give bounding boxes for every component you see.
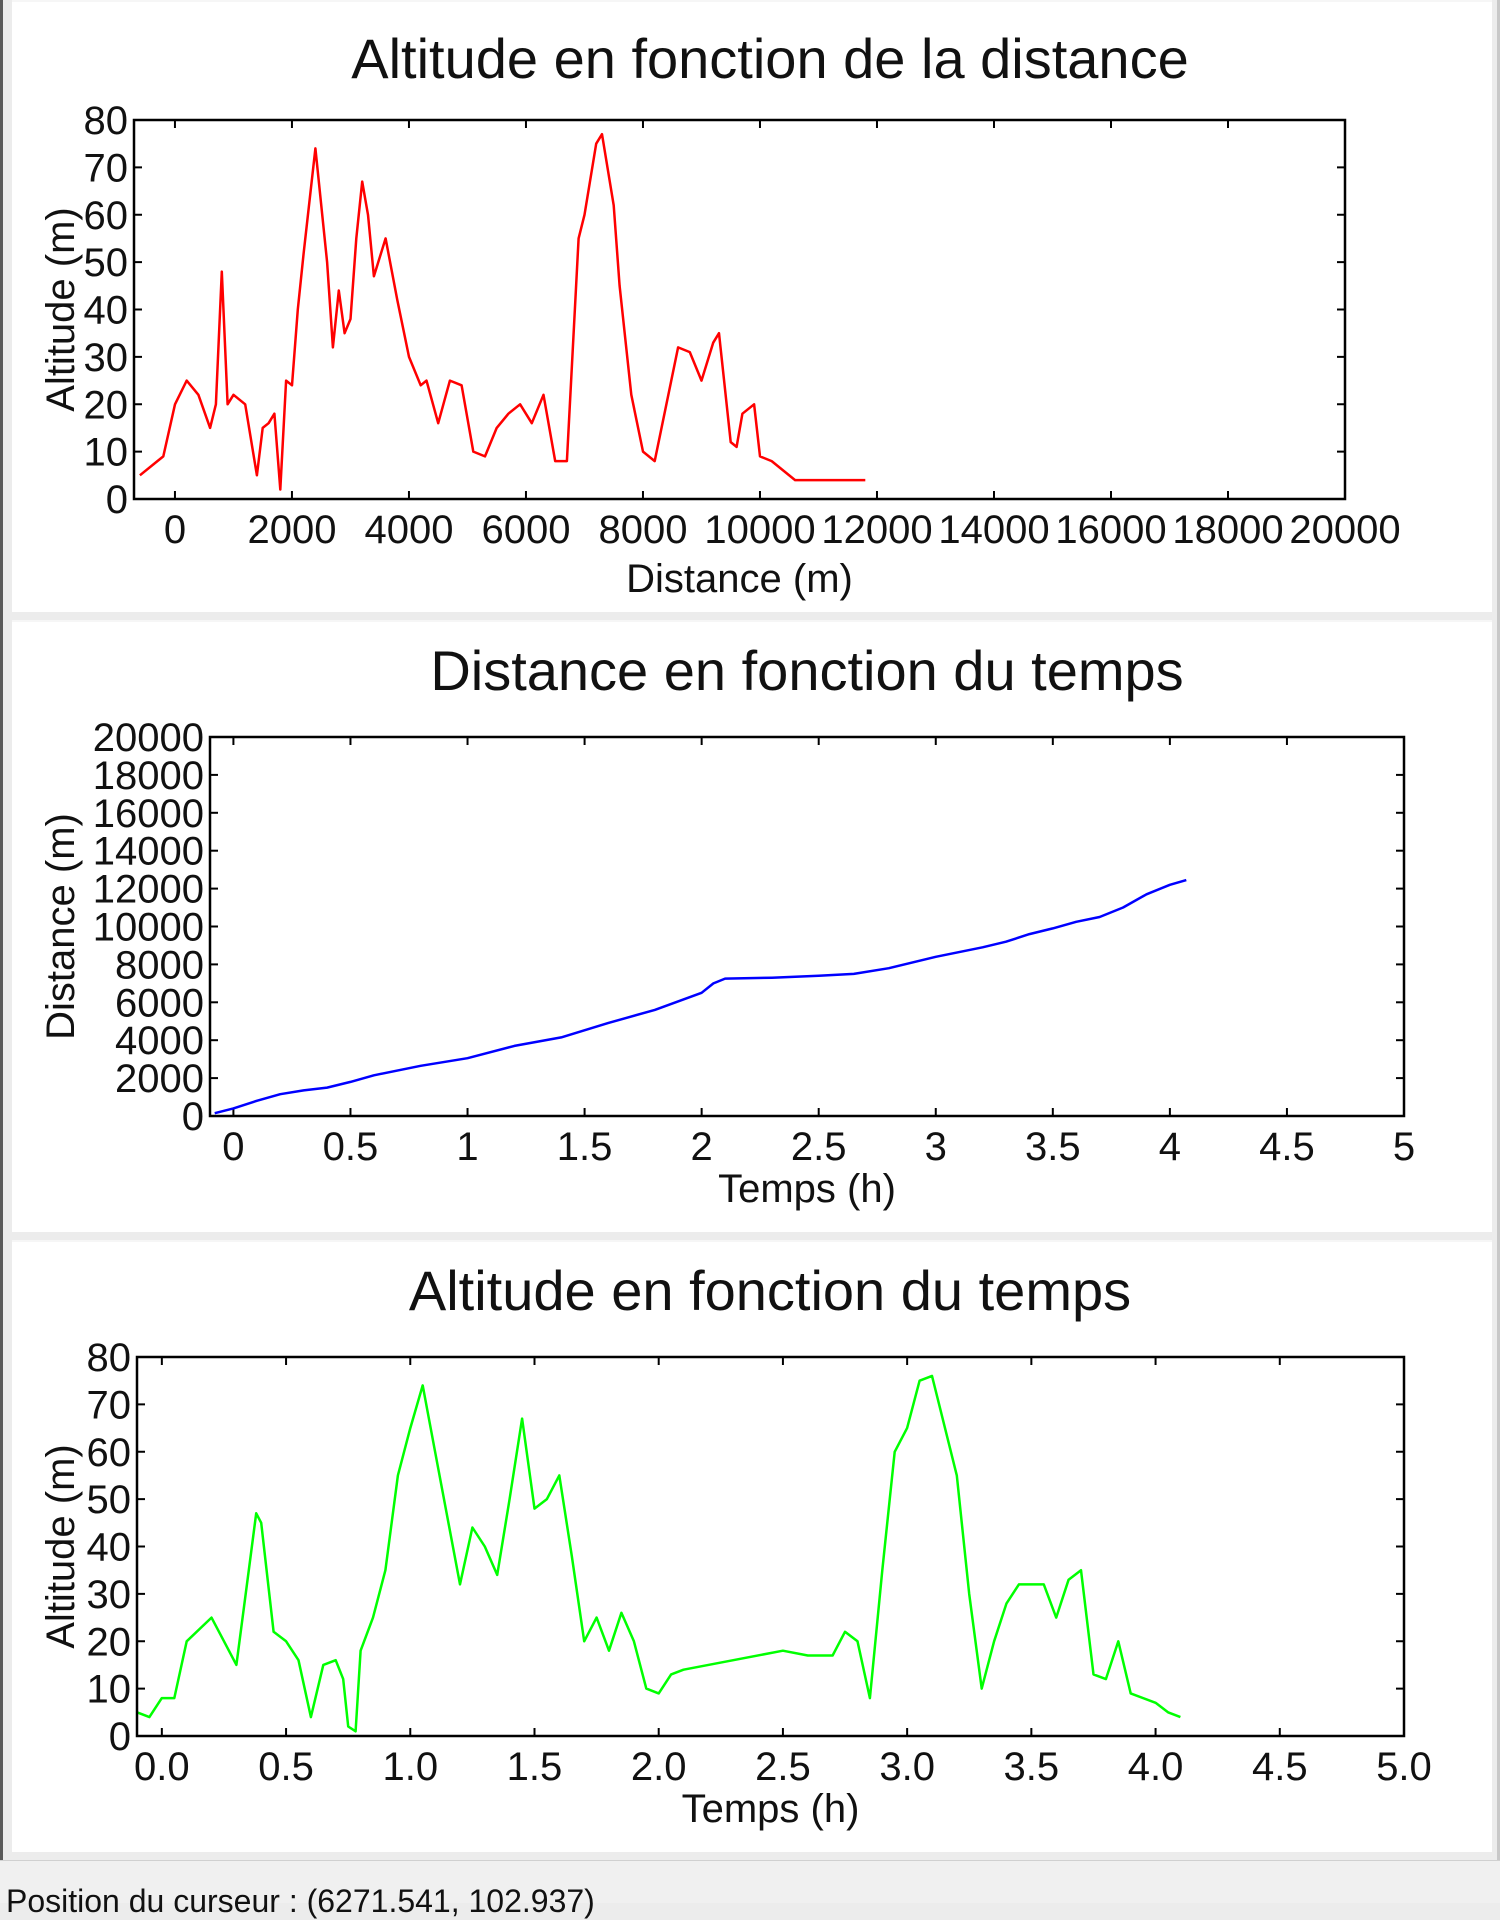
y-tick-label: 14000 (93, 830, 204, 874)
y-tick-label: 50 (84, 241, 129, 285)
x-axis-label: Temps (h) (718, 1167, 896, 1211)
y-tick-label: 40 (84, 289, 129, 333)
x-tick-label: 2.5 (755, 1745, 811, 1789)
x-tick-label: 16000 (1055, 508, 1166, 552)
y-tick-label: 0 (182, 1095, 204, 1139)
y-tick-label: 50 (87, 1478, 132, 1522)
status-bar: Position du curseur : (6271.541, 102.937… (0, 1860, 1500, 1919)
chart-panel-altitude-temps: Altitude en fonction du temps 0.0 0.5 1.0 1.… (12, 1240, 1492, 1852)
x-tick-label: 0.5 (323, 1125, 379, 1169)
x-tick-label: 14000 (938, 508, 1049, 552)
x-tick-label: 18000 (1172, 508, 1283, 552)
x-tick-label: 4000 (364, 508, 453, 552)
y-tick-label: 18000 (93, 754, 204, 798)
series-line (214, 878, 1187, 1115)
y-tick-label: 20 (84, 383, 129, 427)
y-axis-label: Distance (m) (39, 813, 83, 1040)
x-tick-label: 5 (1393, 1125, 1415, 1169)
x-tick-label: 1.5 (507, 1745, 563, 1789)
x-tick-label: 20000 (1289, 508, 1400, 552)
y-tick-label: 60 (84, 194, 129, 238)
chart-title: Distance en fonction du temps (430, 639, 1183, 702)
x-tick-label: 0 (164, 508, 186, 552)
x-tick-label: 3.5 (1025, 1125, 1081, 1169)
y-tick-label: 2000 (115, 1057, 204, 1101)
x-tick-label: 6000 (481, 508, 570, 552)
plot-frame (135, 1355, 1406, 1738)
x-tick-label: 2.5 (791, 1125, 847, 1169)
plot-frame (132, 118, 1347, 501)
x-tick-label: 4 (1159, 1125, 1181, 1169)
y-tick-label: 70 (84, 146, 129, 190)
y-tick-label: 4000 (115, 1019, 204, 1063)
x-tick-label: 8000 (598, 508, 687, 552)
y-tick-label: 10000 (93, 906, 204, 950)
chart-altitude-temps: Altitude en fonction du temps 0.0 0.5 1.0 1.… (39, 1259, 1432, 1831)
chart-altitude-distance: Altitude en fonction de la distance 0 2000… (39, 27, 1401, 601)
y-tick-label: 40 (87, 1526, 132, 1570)
x-axis-label: Distance (m) (626, 557, 853, 601)
x-tick-label: 3.0 (879, 1745, 935, 1789)
y-tick-label: 70 (87, 1383, 132, 1427)
chart-distance-temps: Distance en fonction du temps 0 0.5 1 1.5 2 2.… (39, 639, 1415, 1211)
y-tick-label: 20000 (93, 716, 204, 760)
y-tick-label: 60 (87, 1431, 132, 1475)
chart-panel-altitude-distance: Altitude en fonction de la distance 0 2000… (12, 0, 1492, 612)
y-tick-label: 80 (84, 99, 129, 143)
series-line (139, 132, 866, 491)
y-axis-label: Altitude (m) (39, 207, 83, 412)
y-tick-label: 8000 (115, 943, 204, 987)
x-tick-label: 3 (925, 1125, 947, 1169)
x-tick-label: 12000 (821, 508, 932, 552)
chart-panel-distance-temps: Distance en fonction du temps 0 0.5 1 1.5 2 2.… (12, 620, 1492, 1232)
y-tick-label: 6000 (115, 981, 204, 1025)
x-tick-label: 2.0 (631, 1745, 687, 1789)
x-tick-label: 4.5 (1259, 1125, 1315, 1169)
x-tick-label: 0.0 (134, 1745, 190, 1789)
y-tick-label: 10 (87, 1668, 132, 1712)
plot-frame (208, 735, 1406, 1118)
x-tick-label: 1.5 (557, 1125, 613, 1169)
y-tick-label: 16000 (93, 792, 204, 836)
chart-title: Altitude en fonction du temps (409, 1259, 1131, 1322)
y-tick-label: 10 (84, 431, 129, 475)
x-tick-label: 1.0 (382, 1745, 438, 1789)
y-tick-label: 30 (84, 336, 129, 380)
x-tick-label: 3.5 (1004, 1745, 1060, 1789)
y-tick-label: 30 (87, 1573, 132, 1617)
y-tick-label: 20 (87, 1620, 132, 1664)
x-axis-label: Temps (h) (682, 1787, 860, 1831)
x-tick-label: 10000 (704, 508, 815, 552)
chart-title: Altitude en fonction de la distance (351, 27, 1188, 90)
x-tick-label: 1 (456, 1125, 478, 1169)
x-tick-label: 4.0 (1128, 1745, 1184, 1789)
series-line (136, 1374, 1181, 1733)
y-tick-label: 80 (87, 1336, 132, 1380)
y-tick-label: 0 (106, 478, 128, 522)
x-tick-label: 5.0 (1376, 1745, 1432, 1789)
y-tick-label: 12000 (93, 868, 204, 912)
y-tick-label: 0 (109, 1715, 131, 1759)
x-tick-label: 0 (222, 1125, 244, 1169)
x-tick-label: 0.5 (258, 1745, 314, 1789)
y-axis-label: Altitude (m) (39, 1444, 83, 1649)
x-tick-label: 2000 (247, 508, 336, 552)
x-tick-label: 4.5 (1252, 1745, 1308, 1789)
x-tick-label: 2 (691, 1125, 713, 1169)
